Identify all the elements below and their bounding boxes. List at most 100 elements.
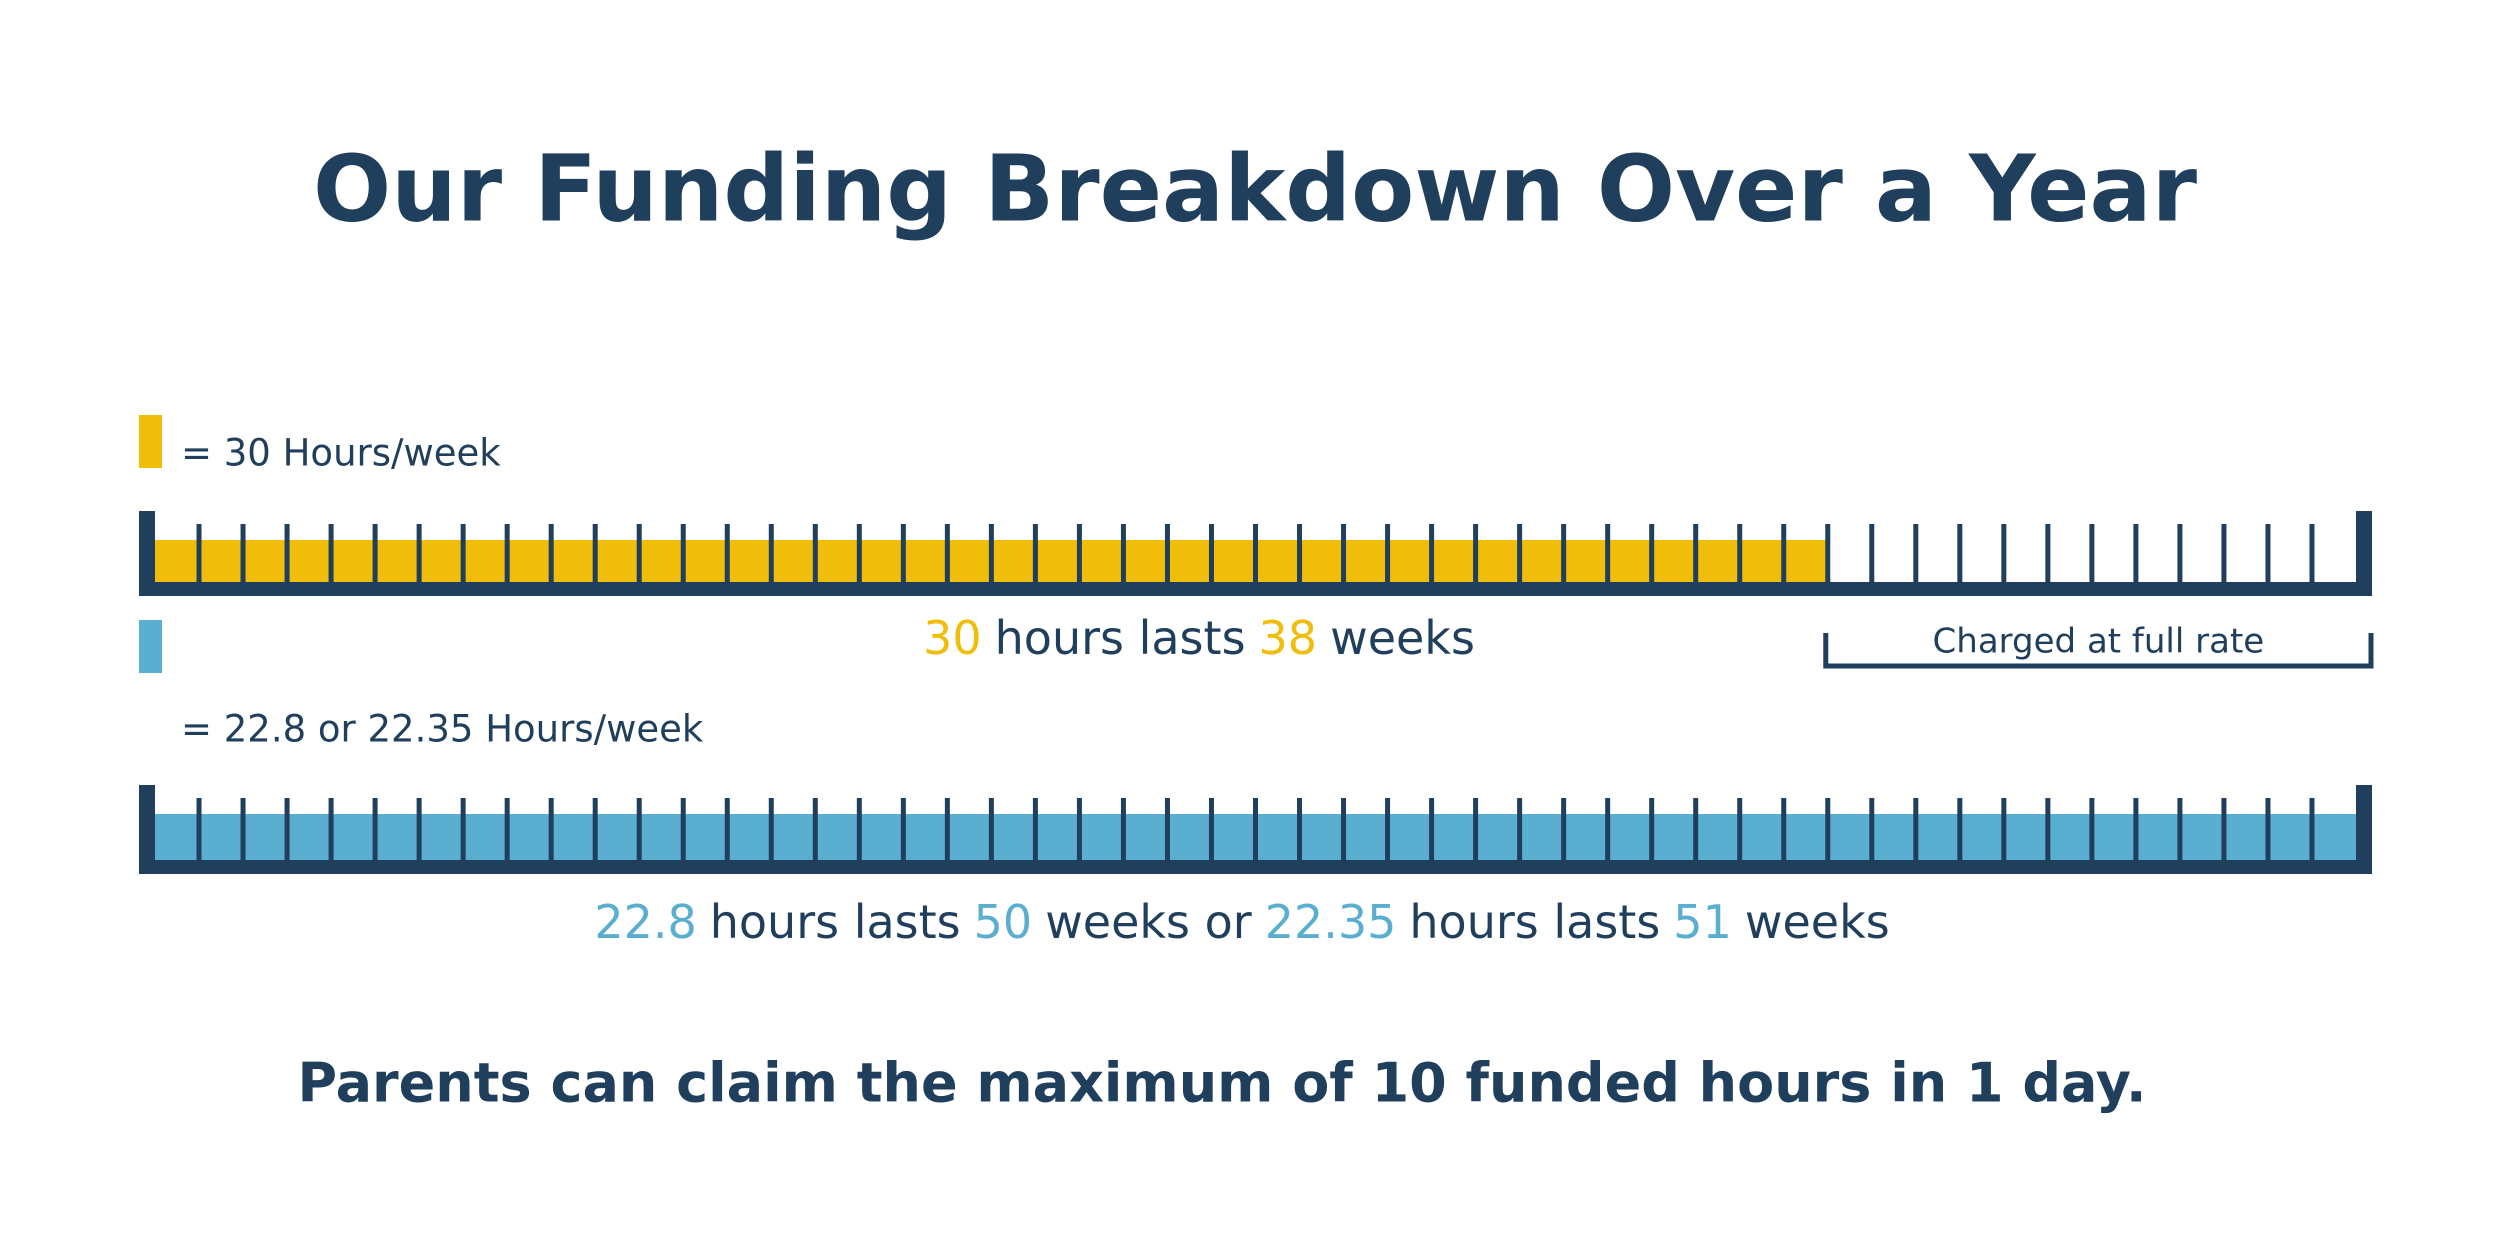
ruler-tick: [2221, 524, 2227, 582]
ruler-tick: [2177, 798, 2183, 860]
caption-number: 38: [1259, 611, 1318, 665]
ruler-tick: [1297, 524, 1303, 582]
ruler-tick: [592, 524, 598, 582]
bracket-label: Charged at full rate: [1933, 622, 2265, 662]
caption-number: 30: [923, 611, 982, 665]
legend-swatch: [139, 415, 162, 468]
ruler-tick: [504, 524, 510, 582]
ruler-tick: [1825, 524, 1831, 582]
ruler-tick: [416, 524, 422, 582]
caption: 30 hours lasts 38 weeks: [923, 611, 1475, 665]
ruler-base: [139, 582, 2372, 596]
caption-text: weeks: [1330, 611, 1475, 665]
ruler-tick: [1076, 798, 1082, 860]
ruler-tick: [2133, 524, 2139, 582]
ruler-tick: [988, 524, 994, 582]
caption-number: 22.35: [1265, 895, 1397, 949]
ruler-tick: [2001, 524, 2007, 582]
ruler-tick: [284, 524, 290, 582]
ruler-tick: [460, 524, 466, 582]
legend-label: = 22.8 or 22.35 Hours/week: [181, 708, 704, 751]
ruler-post: [2356, 785, 2372, 874]
ruler-post: [2356, 511, 2372, 596]
ruler-tick: [768, 524, 774, 582]
ruler-tick: [812, 524, 818, 582]
ruler-tick: [2089, 524, 2095, 582]
caption-number: 22.8: [594, 895, 696, 949]
ruler-tick: [1120, 524, 1126, 582]
ruler-tick: [548, 798, 554, 860]
ruler-tick: [2001, 798, 2007, 860]
ruler-tick: [1385, 524, 1391, 582]
ruler-tick: [1164, 798, 1170, 860]
ruler-tick: [1473, 798, 1479, 860]
ruler-tick: [1120, 798, 1126, 860]
bracket: [1823, 633, 2374, 669]
ruler-tick: [1781, 524, 1787, 582]
ruler-tick: [1208, 524, 1214, 582]
ruler-tick: [2265, 524, 2271, 582]
ruler-tick: [1253, 798, 1258, 860]
ruler-tick: [548, 524, 554, 582]
ruler-tick: [900, 798, 906, 860]
legend-label: = 30 Hours/week: [181, 432, 501, 475]
ruler-tick: [1605, 798, 1611, 860]
ruler-tick: [1649, 524, 1655, 582]
ruler-tick: [944, 524, 950, 582]
ruler-tick: [1208, 798, 1214, 860]
ruler-tick: [372, 524, 378, 582]
ruler-tick: [240, 524, 246, 582]
ruler-tick: [1869, 524, 1875, 582]
caption-text: weeks: [1745, 895, 1890, 949]
ruler-base: [139, 860, 2372, 874]
ruler-tick: [636, 524, 642, 582]
ruler-tick: [1032, 798, 1038, 860]
ruler-tick: [1429, 524, 1435, 582]
ruler-tick: [1781, 798, 1787, 860]
title: Our Funding Breakdown Over a Year: [313, 135, 2198, 242]
ruler-tick: [460, 798, 466, 860]
ruler-tick: [1957, 524, 1963, 582]
ruler-tick: [724, 798, 730, 860]
ruler-tick: [1517, 798, 1523, 860]
ruler-tick: [724, 524, 730, 582]
ruler-tick: [900, 524, 906, 582]
caption-text: weeks or: [1045, 895, 1252, 949]
ruler-tick: [1957, 798, 1963, 860]
ruler-tick: [680, 524, 686, 582]
ruler-tick: [988, 798, 994, 860]
ruler-tick: [1649, 798, 1655, 860]
ruler-tick: [680, 798, 686, 860]
ruler-tick: [1385, 798, 1391, 860]
ruler-tick: [812, 798, 818, 860]
ruler-post: [139, 511, 155, 596]
ruler-tick: [1561, 524, 1567, 582]
ruler-tick: [1693, 524, 1699, 582]
ruler-tick: [2045, 798, 2051, 860]
ruler-tick: [768, 798, 774, 860]
ruler-tick: [328, 524, 334, 582]
ruler-tick: [1605, 524, 1611, 582]
ruler-tick: [2133, 798, 2139, 860]
ruler-tick: [1076, 524, 1082, 582]
ruler-tick: [1693, 798, 1699, 860]
ruler-tick: [284, 798, 290, 860]
ruler-tick: [1869, 798, 1875, 860]
legend-swatch: [139, 620, 162, 673]
ruler-tick: [1341, 798, 1347, 860]
ruler-tick: [416, 798, 422, 860]
caption-text: hours lasts: [995, 611, 1246, 665]
ruler-tick: [1913, 798, 1919, 860]
ruler-tick: [856, 524, 862, 582]
ruler-tick: [2221, 798, 2227, 860]
ruler-tick: [1561, 798, 1567, 860]
ruler-tick: [1473, 524, 1479, 582]
ruler-tick: [2089, 798, 2095, 860]
ruler-tick: [240, 798, 246, 860]
ruler-tick: [856, 798, 862, 860]
ruler-tick: [1253, 524, 1258, 582]
footer: Parents can claim the maximum of 10 fund…: [297, 1052, 2146, 1115]
ruler-tick: [2177, 524, 2183, 582]
ruler-tick: [1517, 524, 1523, 582]
